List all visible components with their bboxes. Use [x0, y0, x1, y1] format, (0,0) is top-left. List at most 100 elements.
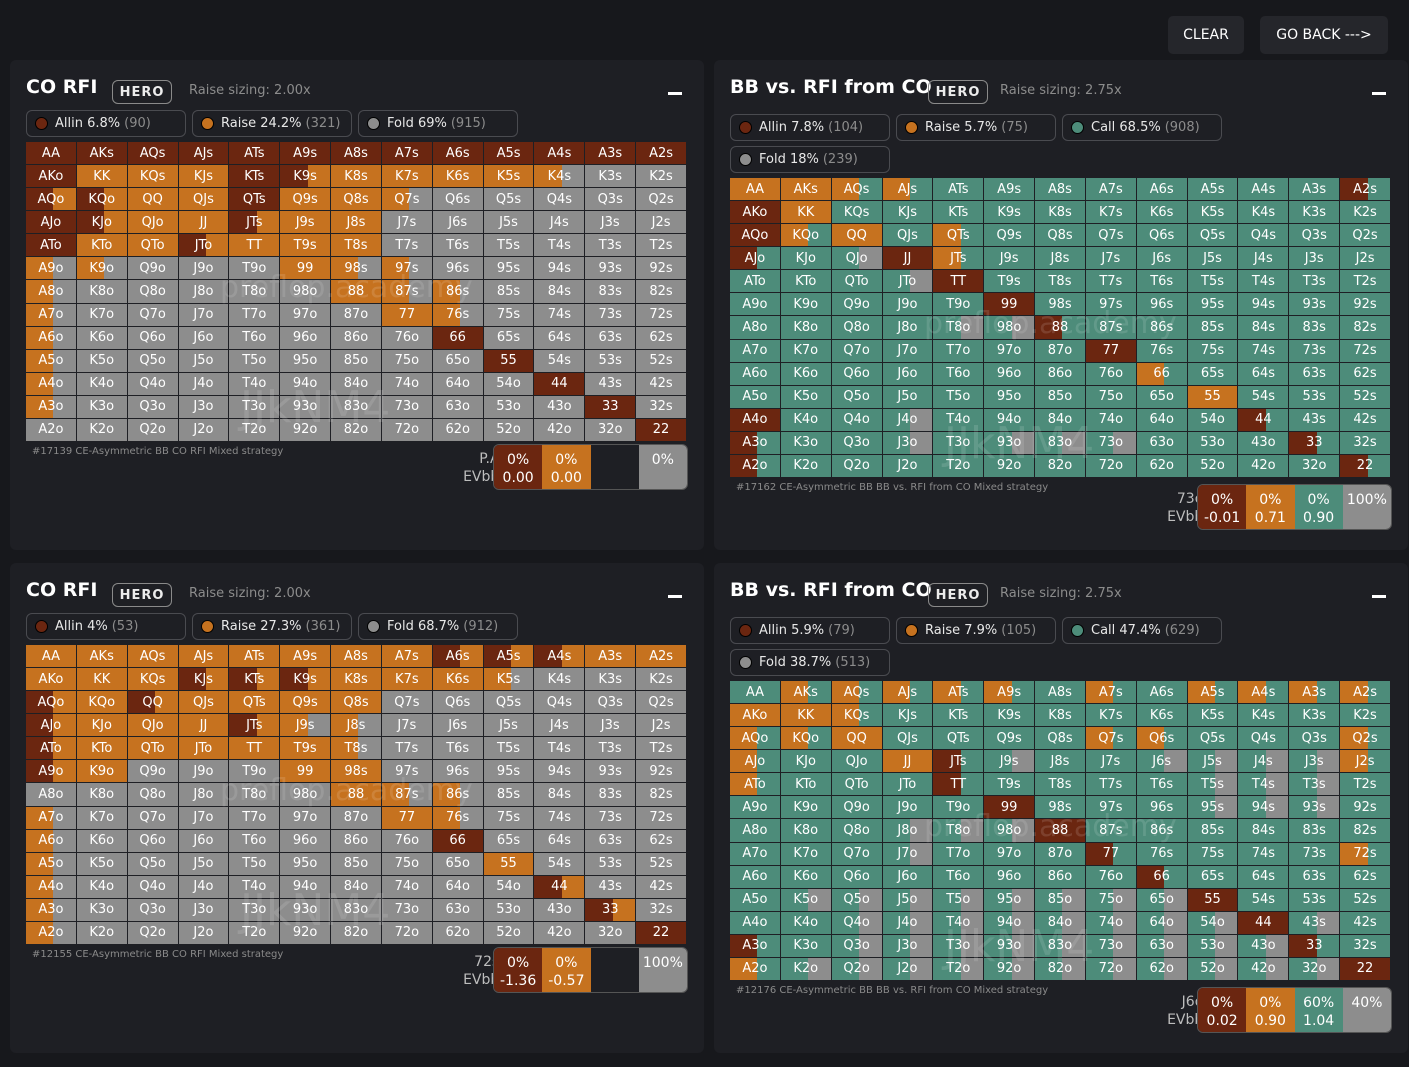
hand-cell[interactable]: T9o — [933, 796, 984, 819]
hand-cell[interactable]: 75s — [1187, 842, 1238, 865]
hand-cell[interactable]: 64o — [432, 372, 483, 395]
hand-cell[interactable]: A2s — [636, 645, 686, 668]
hand-cell[interactable]: A5o — [26, 349, 76, 372]
hand-cell[interactable]: J5s — [483, 211, 534, 234]
hand-cell[interactable]: 77 — [381, 303, 432, 326]
hand-cell[interactable]: 75s — [483, 303, 534, 326]
hand-cell[interactable]: 65o — [1136, 385, 1187, 408]
hand-cell[interactable]: 65o — [432, 852, 483, 875]
hand-cell[interactable]: 76o — [381, 326, 432, 349]
hand-cell[interactable]: J9s — [280, 211, 331, 234]
hand-cell[interactable]: 63o — [432, 395, 483, 418]
hand-cell[interactable]: 98s — [331, 760, 381, 783]
hand-cell[interactable]: J4s — [1238, 750, 1289, 773]
hand-cell[interactable]: 83s — [1289, 819, 1340, 842]
hand-cell[interactable]: A6o — [730, 865, 780, 888]
hand-cell[interactable]: AQs — [831, 178, 882, 201]
hand-cell[interactable]: KTs — [933, 704, 984, 727]
hand-cell[interactable]: 43o — [534, 898, 585, 921]
hand-cell[interactable]: T2s — [636, 234, 686, 257]
hand-cell[interactable]: QTo — [831, 270, 882, 293]
hand-cell[interactable]: AA — [730, 178, 780, 201]
hand-cell[interactable]: J4o — [882, 408, 933, 431]
hand-cell[interactable]: T9o — [933, 293, 984, 316]
hand-cell[interactable]: 83s — [585, 783, 636, 806]
hand-cell[interactable]: K2o — [76, 418, 127, 441]
hand-cell[interactable]: A6o — [26, 829, 76, 852]
hand-cell[interactable]: 62s — [1340, 362, 1390, 385]
hand-cell[interactable]: 93o — [984, 934, 1035, 957]
hand-cell[interactable]: 43s — [1289, 408, 1340, 431]
hand-cell[interactable]: T9o — [229, 257, 280, 280]
hand-cell[interactable]: J5s — [1187, 750, 1238, 773]
hand-cell[interactable]: J3o — [882, 431, 933, 454]
hand-cell[interactable]: 76s — [1136, 842, 1187, 865]
hand-cell[interactable]: K6o — [76, 829, 127, 852]
hand-cell[interactable]: KQs — [127, 165, 178, 188]
hand-cell[interactable]: Q8s — [331, 188, 381, 211]
hand-cell[interactable]: K3s — [1289, 704, 1340, 727]
hand-cell[interactable]: Q6s — [432, 691, 483, 714]
hand-cell[interactable]: 64o — [432, 875, 483, 898]
hand-cell[interactable]: Q4o — [127, 372, 178, 395]
hand-cell[interactable]: 72o — [381, 418, 432, 441]
hand-cell[interactable]: 97o — [280, 303, 331, 326]
hand-cell[interactable]: KJs — [882, 704, 933, 727]
hand-cell[interactable]: QJs — [178, 691, 229, 714]
hand-cell[interactable]: 96s — [1136, 293, 1187, 316]
hand-cell[interactable]: T2o — [933, 454, 984, 477]
hand-cell[interactable]: K8o — [76, 783, 127, 806]
hand-cell[interactable]: 63o — [1136, 934, 1187, 957]
hand-cell[interactable]: A9s — [984, 681, 1035, 704]
hand-cell[interactable]: T8s — [331, 234, 381, 257]
hand-cell[interactable]: 32o — [1289, 957, 1340, 980]
hand-cell[interactable]: A8o — [730, 819, 780, 842]
hand-cell[interactable]: J7o — [178, 303, 229, 326]
legend-chip-allin[interactable]: Allin 4% (53) — [26, 613, 186, 640]
hand-cell[interactable]: 54o — [483, 875, 534, 898]
hand-cell[interactable]: 66 — [1136, 865, 1187, 888]
hand-cell[interactable]: 63o — [1136, 431, 1187, 454]
hand-cell[interactable]: KTo — [76, 737, 127, 760]
hand-cell[interactable]: QJs — [178, 188, 229, 211]
hand-cell[interactable]: J9s — [280, 714, 331, 737]
hand-cell[interactable]: 43s — [585, 372, 636, 395]
hand-cell[interactable]: AJs — [178, 142, 229, 165]
hand-cell[interactable]: 82s — [636, 783, 686, 806]
hand-cell[interactable]: J2s — [1340, 750, 1390, 773]
hand-cell[interactable]: KJs — [882, 201, 933, 224]
hand-cell[interactable]: JTs — [933, 750, 984, 773]
hand-cell[interactable]: 55 — [483, 349, 534, 372]
hand-cell[interactable]: KQs — [127, 668, 178, 691]
hand-cell[interactable]: T4o — [933, 408, 984, 431]
hand-cell[interactable]: A3s — [1289, 681, 1340, 704]
hand-cell[interactable]: K3s — [585, 165, 636, 188]
hand-cell[interactable]: A2o — [730, 957, 780, 980]
collapse-icon[interactable] — [1372, 92, 1386, 95]
hand-cell[interactable]: AA — [730, 681, 780, 704]
hand-cell[interactable]: 32s — [636, 898, 686, 921]
hand-cell[interactable]: K5s — [1187, 201, 1238, 224]
hand-cell[interactable]: 87o — [331, 303, 381, 326]
hand-cell[interactable]: 97s — [381, 760, 432, 783]
hand-cell[interactable]: 32o — [585, 921, 636, 944]
hand-cell[interactable]: 99 — [280, 257, 331, 280]
legend-chip-fold[interactable]: Fold 68.7% (912) — [358, 613, 518, 640]
hand-cell[interactable]: 63s — [585, 326, 636, 349]
hand-cell[interactable]: 63s — [1289, 865, 1340, 888]
hand-cell[interactable]: J7s — [1085, 750, 1136, 773]
hand-cell[interactable]: K8s — [1035, 704, 1085, 727]
hand-cell[interactable]: T2s — [1340, 773, 1390, 796]
go-back-button[interactable]: GO BACK ---> — [1260, 16, 1388, 54]
hand-cell[interactable]: K6s — [432, 668, 483, 691]
hand-cell[interactable]: Q3o — [831, 934, 882, 957]
hand-cell[interactable]: Q8s — [331, 691, 381, 714]
hand-cell[interactable]: A8s — [1035, 681, 1085, 704]
hand-cell[interactable]: T3s — [585, 234, 636, 257]
hand-cell[interactable]: 98o — [984, 316, 1035, 339]
hand-cell[interactable]: J3s — [585, 714, 636, 737]
hand-cell[interactable]: 99 — [984, 293, 1035, 316]
hand-cell[interactable]: 63o — [432, 898, 483, 921]
hand-cell[interactable]: 85s — [1187, 819, 1238, 842]
hand-cell[interactable]: T2o — [933, 957, 984, 980]
